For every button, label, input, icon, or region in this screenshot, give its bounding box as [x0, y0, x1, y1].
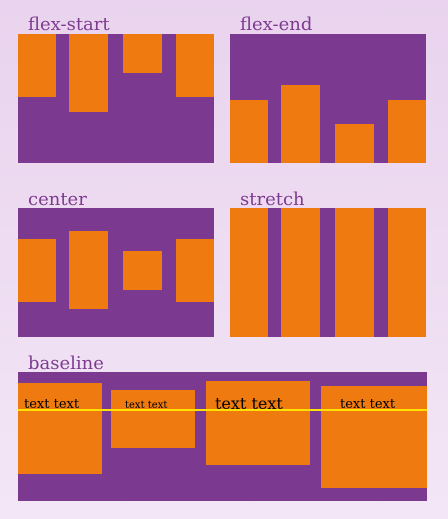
center-item-4 — [176, 239, 214, 302]
baseline-item-2 — [111, 390, 195, 448]
baseline-item-1 — [18, 383, 102, 474]
baseline-container: text text text text text text text text — [18, 372, 427, 501]
center-item-1 — [18, 239, 56, 302]
flex-end-container — [230, 34, 426, 163]
label-baseline: baseline — [28, 353, 104, 374]
flex-start-item-3 — [123, 34, 162, 73]
stretch-item-3 — [335, 208, 374, 337]
center-container — [18, 208, 214, 337]
flex-end-item-3 — [335, 124, 374, 163]
baseline-item-4-text: text text — [340, 397, 396, 412]
flex-start-container — [18, 34, 214, 163]
baseline-item-3 — [206, 381, 310, 465]
flex-end-item-2 — [281, 85, 320, 163]
center-item-3 — [123, 251, 162, 290]
flex-start-item-1 — [18, 34, 56, 97]
flex-start-item-4 — [176, 34, 214, 97]
label-center: center — [28, 189, 87, 210]
stretch-item-1 — [230, 208, 268, 337]
label-flex-start: flex-start — [28, 14, 110, 35]
stretch-item-4 — [388, 208, 426, 337]
stretch-container — [230, 208, 426, 337]
baseline-item-4 — [321, 386, 427, 488]
label-flex-end: flex-end — [240, 14, 313, 35]
baseline-item-3-text: text text — [215, 394, 283, 413]
label-stretch: stretch — [240, 189, 305, 210]
stretch-item-2 — [281, 208, 320, 337]
flex-end-item-4 — [388, 100, 426, 163]
baseline-item-1-text: text text — [24, 397, 80, 412]
center-item-2 — [69, 231, 108, 309]
flex-end-item-1 — [230, 100, 268, 163]
baseline-item-2-text: text text — [125, 400, 168, 411]
baseline-guide-line — [18, 409, 427, 411]
flex-start-item-2 — [69, 34, 108, 112]
